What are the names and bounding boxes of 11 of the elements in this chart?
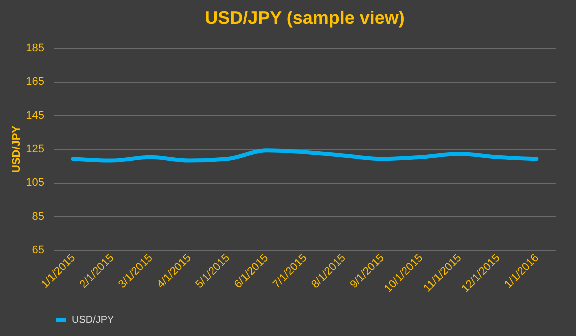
y-tick-label: 165	[26, 76, 44, 88]
chart-title: USD/JPY (sample view)	[205, 8, 405, 28]
legend-label: USD/JPY	[72, 315, 115, 326]
y-tick-label: 85	[32, 210, 44, 223]
line-series	[71, 148, 539, 163]
y-tick-label: 105	[26, 177, 44, 190]
y-tick-label: 145	[26, 110, 44, 122]
y-axis-title: USD/JPY	[11, 125, 24, 174]
y-tick-label: 65	[32, 244, 44, 256]
y-tick-label: 185	[26, 42, 44, 54]
y-tick-label: 125	[26, 144, 44, 156]
